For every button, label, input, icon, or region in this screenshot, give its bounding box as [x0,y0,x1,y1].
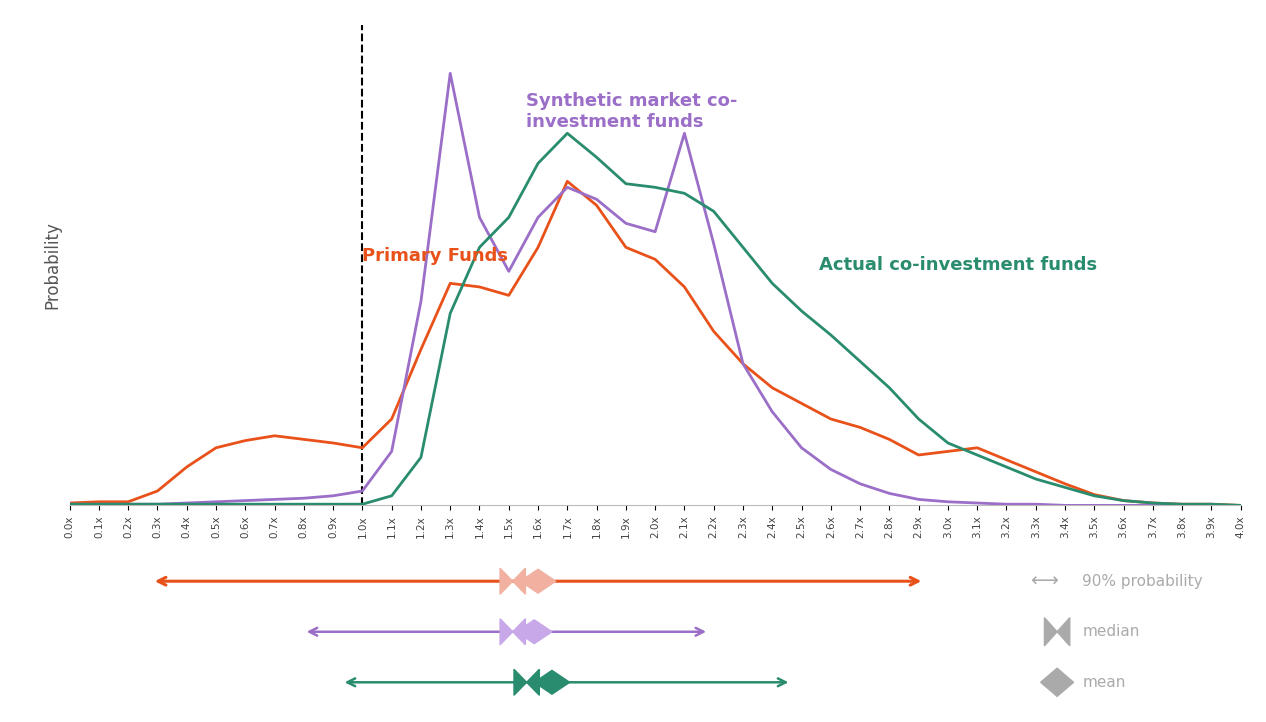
Polygon shape [514,669,527,695]
Text: Actual co-investment funds: Actual co-investment funds [819,256,1098,274]
Text: Synthetic market co-
investment funds: Synthetic market co- investment funds [527,92,738,131]
Y-axis label: Probability: Probability [43,222,61,309]
Text: Primary Funds: Primary Funds [362,247,509,265]
Polygon shape [520,569,556,593]
Text: 90% probability: 90% probability [1082,574,1203,588]
Polygon shape [513,619,525,645]
Polygon shape [534,670,570,695]
Polygon shape [1041,669,1074,696]
Polygon shape [500,568,513,594]
Polygon shape [517,619,552,644]
Text: ⟷: ⟷ [1031,572,1058,591]
Polygon shape [527,669,539,695]
Polygon shape [1057,617,1070,645]
Polygon shape [513,568,525,594]
Text: median: median [1082,625,1139,639]
Text: mean: mean [1082,675,1125,690]
Polygon shape [1044,617,1057,645]
Polygon shape [500,619,513,645]
